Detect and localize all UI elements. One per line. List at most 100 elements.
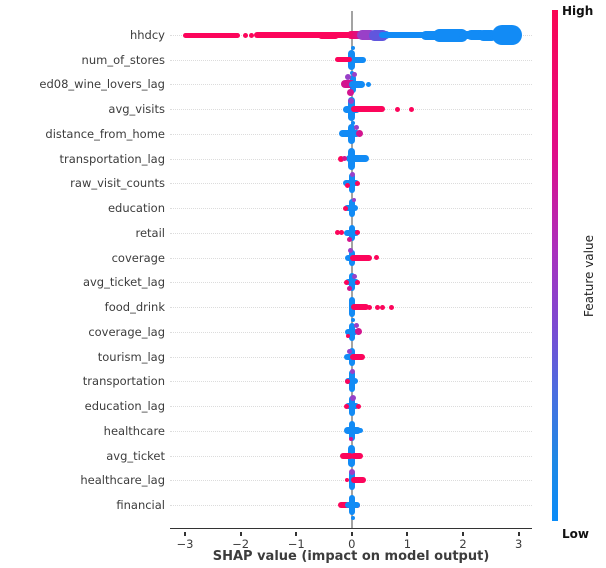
shap-point-coverage_lag	[346, 333, 351, 338]
shap-point-avg_ticket_lag	[352, 273, 358, 279]
x-tick-mark	[295, 532, 298, 536]
x-tick-mark	[406, 532, 409, 536]
shap-point-ed08_wine_lovers_lag	[352, 71, 358, 77]
shap-point-raw_visit_counts	[354, 180, 360, 186]
shap-point-raw_visit_counts	[344, 182, 350, 188]
shap-point-num_of_stores	[334, 57, 353, 63]
shap-point-retail	[334, 230, 340, 236]
feature-label-raw_visit_counts: raw_visit_counts	[70, 176, 165, 191]
plot-area	[170, 11, 532, 529]
shap-point-healthcare	[343, 427, 361, 435]
feature-label-avg_ticket_lag: avg_ticket_lag	[82, 275, 165, 290]
feature-label-transportation: transportation	[82, 374, 165, 389]
shap-point-food_drink	[350, 318, 355, 323]
feature-label-coverage_lag: coverage_lag	[88, 324, 165, 339]
x-tick-mark	[239, 532, 242, 536]
x-axis-title: SHAP value (impact on model output)	[212, 549, 490, 564]
shap-point-healthcare_lag	[345, 478, 350, 483]
x-tick-label: −1	[287, 537, 305, 551]
feature-label-num_of_stores: num_of_stores	[81, 52, 165, 67]
feature-label-financial: financial	[116, 498, 165, 512]
shap-point-distance_from_home	[353, 125, 359, 131]
x-tick-label: −3	[176, 537, 194, 551]
shap-point-hhdcy	[317, 31, 339, 39]
x-tick-mark	[517, 532, 520, 536]
zero-value-line	[351, 11, 353, 528]
x-tick-mark	[184, 532, 186, 536]
feature-label-education_lag: education_lag	[84, 399, 165, 414]
shap-point-avg_ticket_lag	[343, 279, 349, 285]
feature-label-distance_from_home: distance_from_home	[45, 126, 165, 141]
x-tick-mark	[462, 532, 465, 536]
shap-point-distance_from_home	[355, 130, 363, 138]
shap-point-food_drink	[375, 304, 381, 310]
x-tick-label: 0	[348, 537, 356, 551]
shap-point-retail	[339, 230, 345, 236]
shap-point-transportation_lag	[337, 155, 344, 162]
shap-point-transportation	[344, 378, 350, 384]
shap-point-distance_from_home	[339, 130, 360, 138]
shap-point-transportation_lag	[342, 156, 348, 162]
shap-point-education	[344, 205, 359, 212]
shap-point-avg_visits	[395, 106, 401, 112]
shap-point-healthcare_lag	[348, 469, 355, 476]
shap-point-avg_ticket_lag	[354, 279, 360, 285]
shap-point-avg_visits	[347, 98, 354, 105]
shap-point-ed08_wine_lovers_lag	[349, 80, 366, 88]
shap-point-education	[342, 205, 348, 211]
shap-point-hhdcy	[466, 30, 487, 40]
shap-point-ed08_wine_lovers_lag	[347, 88, 355, 96]
shap-point-healthcare	[358, 428, 364, 434]
shap-point-avg_ticket_lag	[345, 279, 360, 286]
feature-label-healthcare: healthcare	[103, 423, 165, 438]
shap-point-coverage	[349, 254, 372, 261]
shap-point-healthcare	[348, 436, 353, 441]
shap-point-financial	[350, 516, 355, 520]
feature-label-tourism_lag: tourism_lag	[97, 349, 165, 364]
shap-point-financial	[345, 502, 361, 508]
shap-point-coverage	[374, 255, 380, 261]
shap-point-coverage	[348, 248, 354, 254]
shap-point-raw_visit_counts	[350, 171, 356, 177]
shap-point-education_lag	[356, 403, 361, 409]
x-tick-label: 3	[514, 537, 523, 551]
shap-point-num_of_stores	[346, 56, 366, 63]
shap-point-hhdcy	[477, 29, 498, 41]
shap-point-coverage_lag	[345, 328, 359, 335]
x-tick-label: 2	[459, 537, 467, 551]
shap-point-hhdcy	[249, 32, 255, 38]
shap-point-coverage_lag	[355, 328, 362, 336]
shap-point-hhdcy	[182, 32, 241, 38]
shap-point-avg_ticket	[339, 452, 353, 459]
shap-point-food_drink	[351, 304, 370, 311]
feature-label-retail: retail	[135, 225, 166, 240]
x-tick-label: 1	[403, 537, 412, 551]
feature-label-hhdcy: hhdcy	[129, 28, 165, 42]
shap-point-ed08_wine_lovers_lag	[366, 81, 372, 87]
shap-point-tourism_lag	[349, 353, 365, 360]
shap-point-retail	[344, 229, 360, 236]
shap-point-avg_ticket_lag	[346, 285, 352, 291]
feature-label-ed08_wine_lovers_lag: ed08_wine_lovers_lag	[39, 77, 165, 92]
shap-point-avg_ticket	[351, 452, 363, 459]
shap-point-education_lag	[343, 403, 349, 409]
shap-point-hhdcy	[368, 29, 389, 41]
feature-value-colorbar	[552, 10, 558, 521]
shap-point-food_drink	[380, 304, 386, 310]
shap-point-food_drink	[389, 304, 395, 310]
shap-point-healthcare_lag	[351, 477, 366, 484]
shap-point-transportation	[350, 368, 356, 374]
shap-point-hhdcy	[242, 32, 248, 38]
shap-point-ed08_wine_lovers_lag	[345, 74, 352, 81]
shap-point-education_lag	[349, 395, 356, 402]
feature-label-avg_ticket: avg_ticket	[106, 448, 165, 463]
shap-point-retail	[354, 230, 360, 236]
feature-label-healthcare_lag: healthcare_lag	[80, 473, 165, 488]
shap-point-avg_visits	[351, 106, 386, 113]
shap-point-education_lag	[345, 403, 360, 410]
colorbar-title: Feature value	[582, 235, 596, 317]
shap-point-raw_visit_counts	[343, 180, 360, 187]
colorbar-low-label: Low	[562, 527, 589, 541]
shap-point-education	[352, 198, 357, 203]
